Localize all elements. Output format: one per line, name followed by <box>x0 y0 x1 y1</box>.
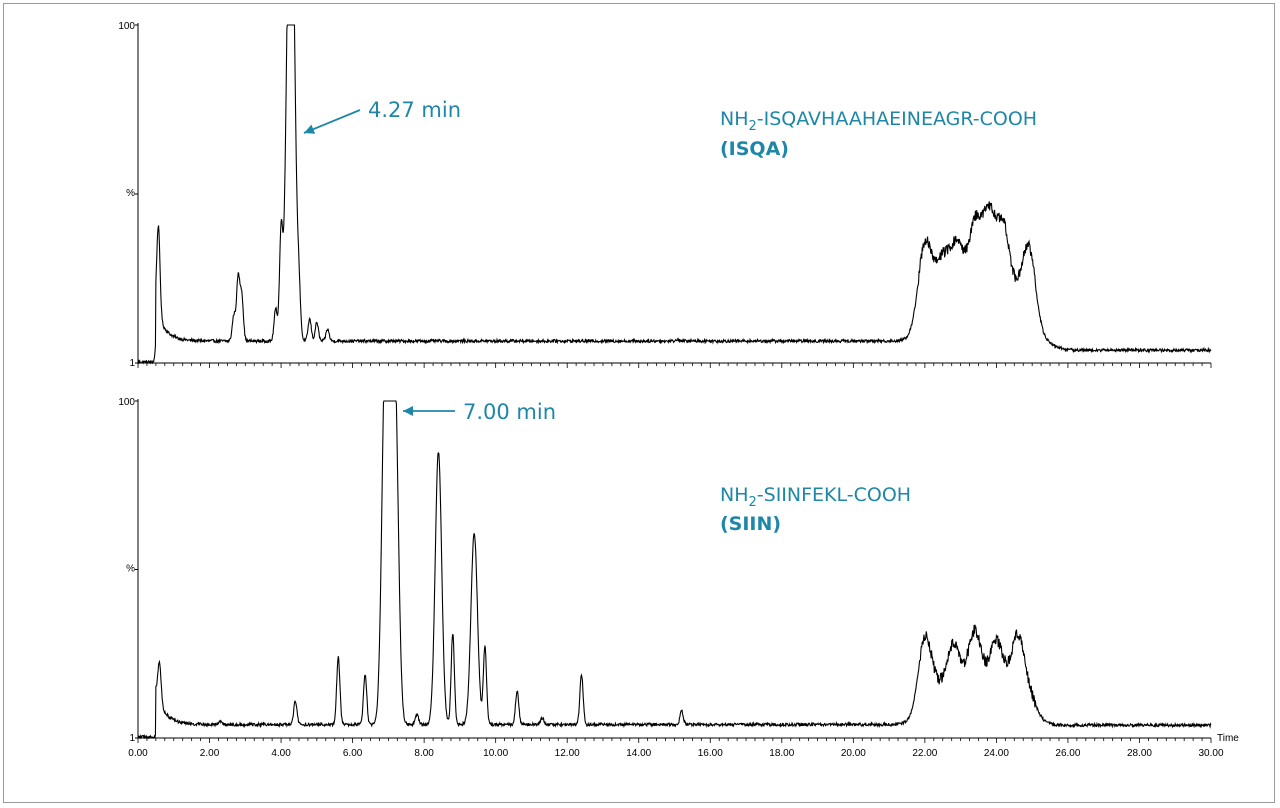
x-tick-label: 24.00 <box>984 748 1009 759</box>
peptide-sequence-label: NH2-SIINFEKL-COOH <box>720 484 911 510</box>
x-tick-label: 30.00 <box>1198 748 1223 759</box>
peptide-subscript: 2 <box>749 495 757 510</box>
peptide-sequence-label: NH2-ISQAVHAAHAEINEAGR-COOH <box>720 108 1037 134</box>
x-minor-ticks <box>137 738 1212 743</box>
x-tick-label: 28.00 <box>1127 748 1152 759</box>
peptide-sequence: -SIINFEKL-COOH <box>757 484 911 506</box>
x-tick-label: 6.00 <box>343 748 363 759</box>
y-tick-label-top: 100 <box>118 21 135 32</box>
x-tick-label: 0.00 <box>128 748 148 759</box>
annotation-arrow <box>303 109 361 134</box>
x-tick-label: 18.00 <box>769 748 794 759</box>
y-tick-label-bottom: 1 <box>129 733 135 744</box>
figure-frame <box>3 3 1275 803</box>
x-tick-label: 14.00 <box>626 748 651 759</box>
x-tick-label: 4.00 <box>271 748 291 759</box>
retention-time-label: 4.27 min <box>368 98 461 122</box>
y-tick-label-bottom: 1 <box>129 358 135 369</box>
x-axis-label: Time <box>1217 733 1239 744</box>
x-tick-label: 12.00 <box>555 748 580 759</box>
y-tick-label-percent: % <box>126 564 135 575</box>
x-tick-label: 26.00 <box>1055 748 1080 759</box>
chromatogram-panel-siin: 100 % 1 0.00 2.00 4.00 6.00 8.00 10.00 12.00 14… <box>118 397 1239 759</box>
y-tick-label-top: 100 <box>118 397 135 408</box>
retention-time-label: 7.00 min <box>463 400 556 424</box>
x-tick-label: 16.00 <box>698 748 723 759</box>
x-tick-label: 2.00 <box>200 748 220 759</box>
peptide-short-name: (ISQA) <box>720 138 789 160</box>
chromatogram-trace-isqa <box>137 24 1212 365</box>
annotation-arrowhead <box>304 124 316 134</box>
peptide-prefix: NH <box>720 108 749 130</box>
peptide-subscript: 2 <box>749 119 757 134</box>
x-tick-label: 8.00 <box>414 748 434 759</box>
x-minor-ticks <box>137 363 1212 368</box>
x-tick-labels: 0.00 2.00 4.00 6.00 8.00 10.00 12.00 14.00 16.00… <box>128 748 1224 759</box>
x-tick-label: 20.00 <box>841 748 866 759</box>
annotation-arrowhead <box>403 406 413 416</box>
peptide-prefix: NH <box>720 484 749 506</box>
x-tick-label: 10.00 <box>483 748 508 759</box>
chromatogram-trace-siin <box>137 400 1212 740</box>
peptide-sequence: -ISQAVHAAHAEINEAGR-COOH <box>757 108 1037 130</box>
chromatogram-panel-isqa: 100 % 1 4.27 min NH2-ISQAVHAAHAEINEAGR-C… <box>118 21 1212 369</box>
y-tick-label-percent: % <box>126 188 135 199</box>
x-tick-label: 22.00 <box>912 748 937 759</box>
peptide-short-name: (SIIN) <box>720 513 781 535</box>
